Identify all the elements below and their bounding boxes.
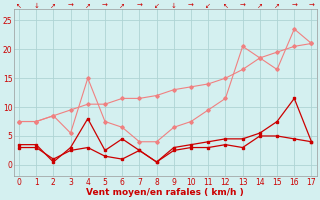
X-axis label: Vent moyen/en rafales ( km/h ): Vent moyen/en rafales ( km/h ): [86, 188, 244, 197]
